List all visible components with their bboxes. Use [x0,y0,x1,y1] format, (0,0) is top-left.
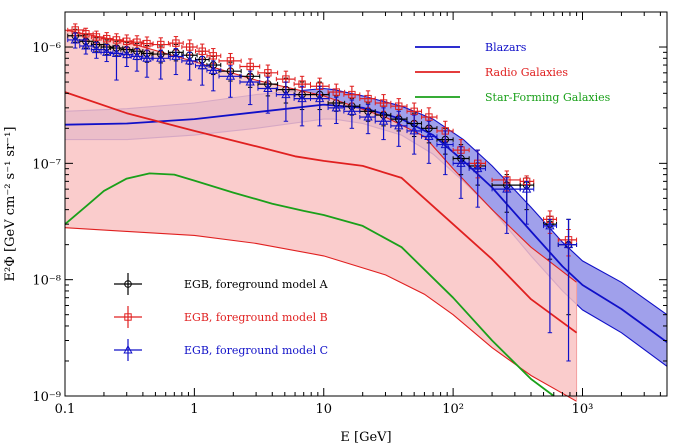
data-point [209,52,217,60]
data-point [563,239,574,249]
data-point [123,37,131,45]
data-point [208,65,218,74]
x-tick-label: 10² [442,402,464,417]
points-egb-foreground-model-b [67,23,578,257]
line-blazars [64,103,668,343]
data-point [263,83,273,92]
data-point [545,220,555,230]
points-egb-foreground-model-c [67,32,578,362]
data-point [185,43,194,51]
legend-models: Blazars Radio Galaxies Star-Forming Galaxi… [415,41,611,104]
plot-frame [64,11,668,397]
legend-label-star-forming-galaxies: Star-Forming Galaxies [485,91,611,104]
y-tick-label: 10⁻⁷ [32,157,61,172]
data-point [70,34,80,44]
data-point [91,44,102,54]
x-tick-label: 1 [190,402,198,417]
x-tick-label: 0.1 [55,402,76,417]
data-point [132,51,142,60]
data-point [315,93,325,103]
legend-marker [124,313,132,321]
data-point [395,102,403,110]
plot-area [64,23,668,402]
legend-label-blazars: Blazars [485,41,527,54]
legend-label-egb-foreground-model-b: EGB, foreground model B [184,311,328,324]
data-point [198,47,206,55]
data-point [297,93,307,103]
data-point [102,34,111,43]
data-point [122,49,132,59]
y-axis-label: E²Φ [GeV cm⁻² s⁻¹ sr⁻¹] [3,127,18,282]
data-point [347,106,357,115]
data-point [171,51,181,60]
data-point [111,48,122,57]
y-tick-label: 10⁻⁸ [32,274,61,289]
line-star-forming-galaxies [64,172,555,397]
data-point [245,76,255,86]
legend-marker [123,344,133,354]
data-point [502,184,512,193]
data-point [473,163,483,173]
data-point [246,62,254,71]
y-tick-label: 10⁻⁹ [32,390,61,405]
data-point [348,90,356,99]
data-point [185,55,195,65]
data-point [364,94,372,103]
data-point [112,36,121,44]
legend-label-egb-foreground-model-c: EGB, foreground model C [184,344,328,357]
data-point [331,102,341,112]
x-axis-label: E [GeV] [340,430,391,445]
band-edge-radio-galaxies [64,29,577,283]
data-point [82,30,90,38]
data-point [521,184,532,193]
line-radio-galaxies [64,91,578,334]
data-point [92,33,101,41]
data-point [410,107,418,116]
data-point [440,139,450,149]
data-point [172,39,180,47]
x-tick-label: 10³ [572,402,594,417]
data-point [424,131,434,141]
data-point [143,39,151,48]
legend-label-radio-galaxies: Radio Galaxies [485,66,568,79]
data-point [409,125,419,135]
data-point [332,88,340,96]
data-point [197,60,207,70]
data-point [157,40,165,49]
data-point [394,120,404,130]
data-point [226,57,235,65]
legend-label-egb-foreground-model-a: EGB, foreground model A [184,278,329,291]
data-point [456,158,466,167]
data-point [378,116,389,125]
legend-marker [124,280,132,288]
data-point [142,53,152,62]
x-tick-label: 10 [315,402,332,417]
legend-egb: EGB, foreground model A EGB, foreground m… [114,273,329,361]
data-point [81,40,91,50]
band-radio-galaxies [65,30,577,402]
data-point [363,112,373,121]
data-point [281,89,291,99]
data-point [156,53,166,62]
data-point [425,113,433,121]
data-point [133,38,141,46]
band-edge-radio-galaxies [64,227,577,402]
data-point [264,69,272,77]
data-point [102,47,112,56]
data-point [379,99,388,107]
data-point [225,71,236,80]
axes: 0.1 1 10 10² 10³ 10⁻⁹ 10⁻⁸ 10⁻⁷ 10⁻⁶ [32,11,667,417]
y-tick-label: 10⁻⁶ [32,41,61,56]
